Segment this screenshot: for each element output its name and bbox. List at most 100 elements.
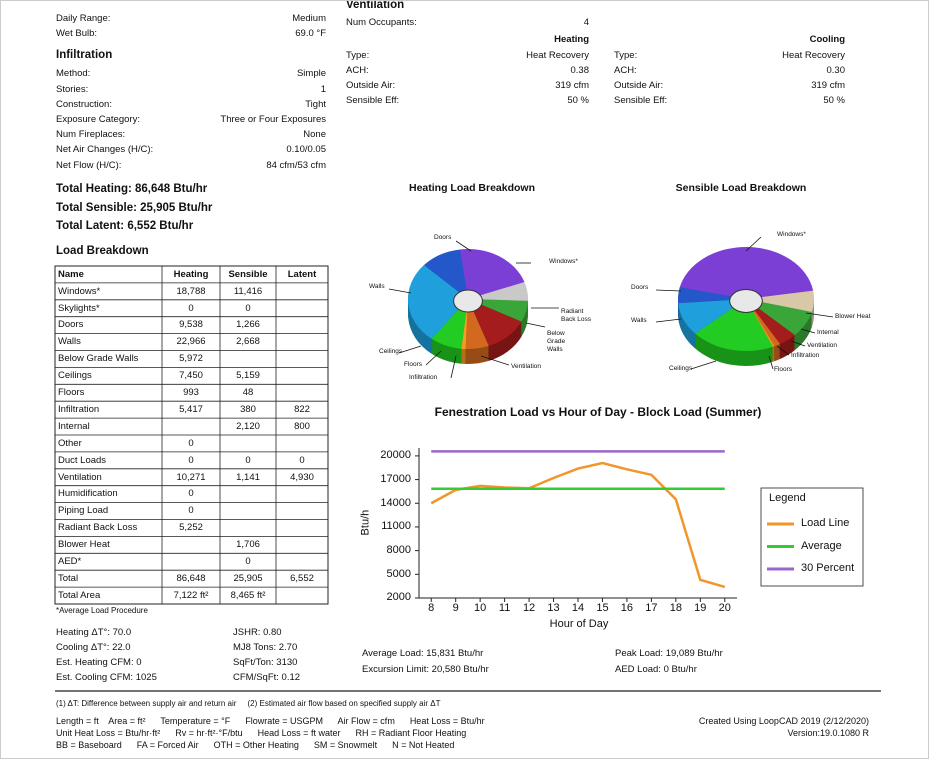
field-value: 319 cfm bbox=[811, 80, 845, 92]
x-tick-label: 17 bbox=[645, 602, 658, 615]
field-value: 0.30 bbox=[826, 65, 846, 77]
y-axis-label: Btu/h bbox=[359, 510, 372, 536]
table-cell: Doors bbox=[58, 319, 84, 331]
table-cell: 0 bbox=[245, 454, 251, 466]
x-axis-label: Hour of Day bbox=[549, 618, 609, 631]
footnote: *Average Load Procedure bbox=[56, 606, 148, 616]
table-cell: Latent bbox=[287, 268, 317, 280]
pie-label: Radiant Back Loss bbox=[561, 308, 591, 323]
table-cell: 10,271 bbox=[176, 471, 206, 483]
summary-line: Est. Heating CFM: 0 bbox=[56, 657, 142, 669]
table-cell: 86,648 bbox=[176, 572, 206, 584]
pie-label: Windows* bbox=[549, 258, 578, 266]
table-cell: Duct Loads bbox=[58, 454, 107, 466]
pie-label: Walls bbox=[631, 317, 647, 325]
table-cell: 0 bbox=[188, 437, 194, 449]
leader-line bbox=[455, 240, 472, 252]
summary-line: Est. Cooling CFM: 1025 bbox=[56, 672, 157, 684]
table-cell: 380 bbox=[240, 403, 256, 415]
y-tick-label: 11000 bbox=[381, 520, 411, 533]
table-cell: 8,465 ft² bbox=[230, 589, 266, 601]
x-tick-label: 11 bbox=[498, 602, 511, 615]
field-label: Num Fireplaces: bbox=[56, 129, 126, 141]
pie-title: Sensible Load Breakdown bbox=[675, 181, 807, 194]
series-line bbox=[430, 461, 726, 589]
x-tick-label: 13 bbox=[547, 602, 560, 615]
field-value: 50 % bbox=[567, 95, 589, 107]
table-cell: 1,706 bbox=[236, 539, 260, 551]
field-label: Stories: bbox=[56, 83, 89, 95]
table-cell: 5,417 bbox=[179, 403, 203, 415]
field-value: Heat Recovery bbox=[526, 50, 589, 62]
pie-slice bbox=[468, 299, 522, 346]
field-value: 50 % bbox=[823, 95, 845, 107]
table-cell: Internal bbox=[58, 420, 90, 432]
x-tick-label: 15 bbox=[596, 602, 609, 615]
pie-slice bbox=[678, 299, 746, 334]
column-heading: Cooling bbox=[809, 34, 845, 46]
table-cell: Total Area bbox=[58, 589, 101, 601]
table-cell: 9,538 bbox=[179, 319, 203, 331]
field-value: Three or Four Exposures bbox=[220, 113, 326, 125]
x-tick-label: 20 bbox=[718, 602, 731, 615]
field-value: 0.38 bbox=[570, 65, 590, 77]
summary-line: Excursion Limit: 20,580 Btu/hr bbox=[362, 664, 489, 676]
table-cell: 7,122 ft² bbox=[173, 589, 209, 601]
table-cell: 800 bbox=[294, 420, 310, 432]
table-cell: 7,450 bbox=[179, 370, 203, 382]
units-line: Length = ft Area = ft² Temperature = °F … bbox=[56, 715, 485, 726]
pie-label: Below Grade Walls bbox=[547, 330, 566, 353]
table-cell: Ventilation bbox=[58, 471, 102, 483]
field-value: Simple bbox=[296, 68, 326, 80]
column-heading: Heating bbox=[554, 34, 589, 46]
leader-line bbox=[398, 345, 422, 354]
legend-entry: 30 Percent bbox=[801, 562, 855, 575]
field-value: 1 bbox=[320, 83, 326, 95]
table-cell: 0 bbox=[188, 505, 194, 517]
field-label: Sensible Eff: bbox=[346, 95, 400, 107]
leader-line bbox=[480, 355, 510, 366]
table-cell: 1,141 bbox=[236, 471, 260, 483]
field-label: Outside Air: bbox=[614, 80, 664, 92]
summary-line: AED Load: 0 Btu/hr bbox=[615, 664, 697, 676]
pie-label: Doors bbox=[434, 234, 452, 242]
y-tick-label: 20000 bbox=[380, 449, 411, 462]
field-label: ACH: bbox=[614, 65, 637, 77]
table-cell: Blower Heat bbox=[58, 539, 110, 551]
pie-slice bbox=[695, 299, 773, 351]
table-cell: 0 bbox=[245, 556, 251, 568]
table-cell: Name bbox=[58, 268, 84, 280]
table-cell: 0 bbox=[188, 488, 194, 500]
chart-title: Fenestration Load vs Hour of Day - Block… bbox=[434, 404, 762, 419]
table-cell: 22,966 bbox=[176, 336, 206, 348]
table-cell: 18,788 bbox=[176, 285, 206, 297]
pie-title: Heating Load Breakdown bbox=[408, 181, 535, 194]
pie-label: Ventilation bbox=[807, 342, 837, 350]
pie-slice bbox=[408, 265, 468, 339]
table-cell: 2,668 bbox=[236, 336, 260, 348]
field-label: ACH: bbox=[346, 65, 369, 77]
pie-label: Blower Heat bbox=[835, 313, 871, 321]
table-cell: 5,159 bbox=[236, 370, 260, 382]
leader-line bbox=[655, 318, 682, 323]
x-tick-label: 8 bbox=[428, 602, 435, 615]
created-by: Created Using LoopCAD 2019 (2/12/2020) bbox=[698, 715, 869, 726]
leader-line bbox=[690, 360, 717, 370]
y-tick-label: 2000 bbox=[386, 591, 411, 604]
field-value: 84 cfm/53 cfm bbox=[266, 159, 326, 171]
table-cell: 0 bbox=[188, 302, 194, 314]
legend-title: Legend bbox=[769, 492, 806, 505]
section-title: Ventilation bbox=[346, 0, 405, 12]
table-cell: Sensible bbox=[228, 268, 268, 280]
pie-label: Floors bbox=[404, 361, 423, 369]
pie-slice bbox=[423, 249, 468, 299]
summary-line: Peak Load: 19,089 Btu/hr bbox=[615, 648, 723, 660]
summary-line: Heating ΔT°: 70.0 bbox=[56, 627, 132, 639]
pie-slice bbox=[459, 249, 525, 299]
pie-slice bbox=[746, 299, 795, 344]
pie-label: Ceilings bbox=[379, 348, 403, 356]
pie-slice bbox=[468, 299, 528, 322]
x-tick-label: 16 bbox=[620, 602, 634, 615]
pie-label: Infiltration bbox=[409, 374, 438, 382]
